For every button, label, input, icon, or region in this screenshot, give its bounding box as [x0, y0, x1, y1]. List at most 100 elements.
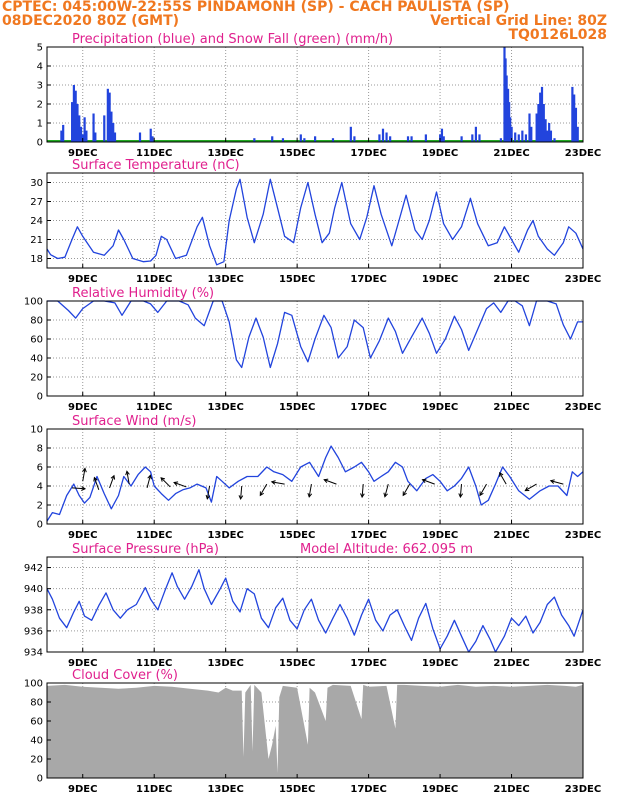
- precip-bar: [553, 138, 556, 142]
- temp-ytick-label: 18: [30, 254, 43, 265]
- temp-ytick-label: 21: [30, 235, 43, 246]
- pressure-xtick-label: 23DEC: [565, 658, 601, 669]
- precip-ytick-label: 1: [37, 119, 43, 130]
- cloud-xtick-label: 19DEC: [422, 784, 458, 795]
- wind-arrow: [361, 484, 364, 498]
- precip-bar: [94, 132, 97, 142]
- precip-bar: [385, 132, 388, 142]
- precip-bar: [103, 115, 106, 142]
- cloud-ytick-label: 40: [30, 736, 43, 747]
- humidity-xtick-label: 21DEC: [493, 402, 529, 413]
- precip-bar: [314, 136, 317, 142]
- wind-arrow: [93, 477, 100, 490]
- wind-arrow: [206, 485, 211, 499]
- pressure-xtick-label: 21DEC: [493, 658, 529, 669]
- precip-bar: [571, 86, 574, 142]
- wind-arrow: [109, 475, 115, 489]
- humidity-xtick-label: 13DEC: [207, 402, 243, 413]
- precip-bar: [71, 102, 74, 142]
- wind-arrow: [499, 472, 507, 485]
- precip-bar: [535, 113, 538, 142]
- wind-arrow-head: [383, 492, 388, 498]
- precip-bar: [524, 134, 528, 142]
- precip-xtick-label: 15DEC: [279, 148, 315, 159]
- pressure-xtick-label: 11DEC: [136, 658, 172, 669]
- wind-arrow-head: [270, 480, 276, 485]
- wind-arrow: [173, 482, 187, 488]
- precip-xtick-label: 9DEC: [68, 148, 97, 159]
- wind-xtick-label: 13DEC: [207, 530, 243, 541]
- precip-xtick-label: 19DEC: [422, 148, 458, 159]
- cloud-panel: [46, 682, 584, 779]
- precip-xtick-label: 13DEC: [207, 148, 243, 159]
- wind-arrow-head: [93, 476, 98, 482]
- precip-bar: [271, 136, 274, 142]
- precip-bar: [537, 104, 540, 142]
- cloud-xtick-label: 9DEC: [68, 784, 97, 795]
- pressure-ytick-label: 940: [24, 584, 43, 595]
- precip-bar: [113, 132, 117, 142]
- precip-bar: [79, 126, 83, 142]
- temp-xtick-label: 17DEC: [350, 274, 386, 285]
- wind-xtick-label: 17DEC: [350, 530, 386, 541]
- wind-arrow: [259, 483, 268, 496]
- wind-arrow-head: [360, 493, 365, 499]
- wind-arrow-head: [402, 491, 407, 497]
- cloud-xtick-label: 13DEC: [207, 784, 243, 795]
- wind-ytick-label: 4: [37, 482, 43, 493]
- precip-bar: [74, 90, 77, 142]
- wind-arrow: [384, 483, 389, 497]
- precip-bar: [110, 111, 113, 142]
- cloud-xtick-label: 21DEC: [493, 784, 529, 795]
- precip-bar: [106, 88, 109, 142]
- humidity-xtick-label: 9DEC: [68, 402, 97, 413]
- precip-title: Precipitation (blue) and Snow Fall (gree…: [72, 32, 393, 47]
- wind-xtick-label: 9DEC: [68, 530, 97, 541]
- wind-title: Surface Wind (m/s): [72, 414, 196, 429]
- precip-xtick-label: 11DEC: [136, 148, 172, 159]
- wind-arrow-head: [173, 481, 179, 486]
- wind-arrow: [71, 487, 86, 490]
- wind-xtick-label: 23DEC: [565, 530, 601, 541]
- wind-line: [46, 445, 584, 522]
- cloud-xtick-label: 17DEC: [350, 784, 386, 795]
- pressure-xtick-label: 9DEC: [68, 658, 97, 669]
- wind-xtick-label: 15DEC: [279, 530, 315, 541]
- temp-ytick-label: 27: [30, 197, 43, 208]
- precip-bar: [505, 75, 508, 142]
- temp-ytick-label: 30: [30, 178, 43, 189]
- pressure-xtick-label: 13DEC: [207, 658, 243, 669]
- precip-bar: [440, 128, 444, 142]
- precip-bar: [85, 130, 88, 142]
- wind-arrow-head: [549, 479, 555, 484]
- cloud-ytick-label: 80: [30, 698, 43, 709]
- humidity-frame: [46, 300, 584, 397]
- pressure-ytick-label: 938: [24, 605, 43, 616]
- wind-ytick-label: 10: [30, 425, 43, 436]
- precip-ytick-label: 4: [37, 62, 43, 73]
- wind-arrow: [308, 484, 312, 497]
- pressure-ytick-label: 942: [24, 563, 43, 574]
- precip-xtick-label: 21DEC: [493, 148, 529, 159]
- header-grid-info: Vertical Grid Line: 80Z: [430, 13, 607, 29]
- precip-bar: [530, 126, 533, 142]
- precip-bar: [72, 85, 75, 142]
- pressure-ytick-label: 934: [24, 648, 43, 659]
- wind-xtick-label: 21DEC: [493, 530, 529, 541]
- wind-ytick-label: 8: [37, 444, 43, 455]
- precip-bar: [281, 138, 285, 142]
- wind-xtick-label: 11DEC: [136, 530, 172, 541]
- precip-bar: [253, 138, 256, 142]
- wind-arrow-head: [259, 491, 264, 497]
- precip-bar: [546, 130, 549, 142]
- wind-arrow: [160, 477, 171, 488]
- pressure-annotation: Model Altitude: 662.095 m: [300, 542, 473, 557]
- precip-bar: [544, 119, 547, 142]
- cloud-cover-area: [47, 684, 583, 778]
- temp-xtick-label: 11DEC: [136, 274, 172, 285]
- humidity-xtick-label: 15DEC: [279, 402, 315, 413]
- precip-bar: [112, 123, 115, 142]
- wind-arrow: [240, 485, 243, 499]
